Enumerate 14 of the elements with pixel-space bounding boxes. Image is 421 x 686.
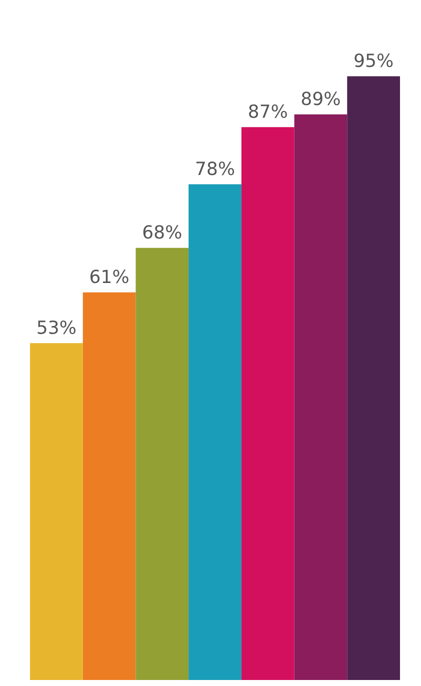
bar — [30, 343, 83, 680]
bar — [347, 76, 400, 680]
data-label: 68% — [143, 225, 182, 239]
bar — [136, 248, 189, 680]
data-label: 87% — [249, 104, 287, 118]
data-label: 95% — [354, 54, 393, 68]
bar — [82, 292, 136, 680]
data-label: 78% — [196, 162, 234, 176]
data-label: 53% — [38, 320, 76, 334]
bar — [241, 127, 294, 680]
data-label: 89% — [302, 92, 340, 106]
bar — [188, 184, 242, 680]
bar — [294, 114, 348, 680]
data-label: 61% — [90, 270, 128, 284]
